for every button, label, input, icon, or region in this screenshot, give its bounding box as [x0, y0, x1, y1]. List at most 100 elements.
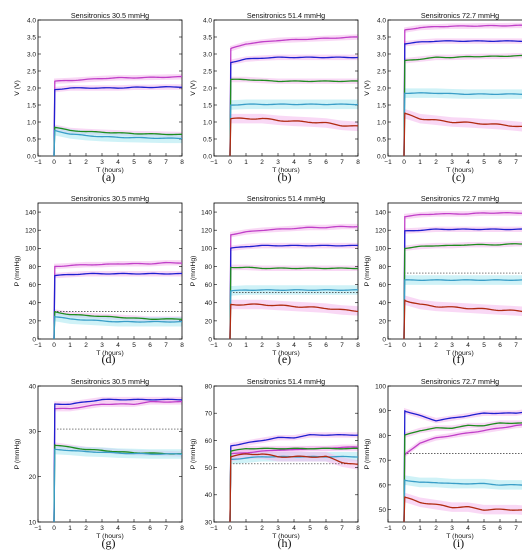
y-tick-label: 80: [205, 264, 213, 271]
x-tick-label: 3: [276, 525, 280, 532]
x-axis-label: T (hours): [446, 533, 473, 540]
x-tick-label: 0: [52, 342, 56, 349]
x-tick-label: −1: [384, 525, 392, 532]
x-axis-label: T (hours): [96, 167, 123, 174]
series-line-red: [403, 299, 522, 340]
series-line-green: [53, 310, 183, 340]
y-tick-label: 40: [29, 383, 37, 390]
x-axis-label: T (hours): [446, 167, 473, 174]
variance-band: [404, 108, 522, 132]
y-tick-label: 100: [375, 383, 386, 390]
x-axis-label: T (hours): [96, 533, 123, 540]
plot-frame: [37, 202, 183, 340]
y-tick-label: 40: [205, 300, 213, 307]
series-line-blue: [53, 398, 183, 523]
series-line-magenta: [229, 225, 359, 340]
series-line-cyan: [403, 92, 522, 157]
variance-band: [404, 492, 522, 515]
x-tick-label: 4: [116, 342, 120, 349]
x-tick-label: 1: [418, 159, 422, 166]
y-tick-label: 2.0: [377, 85, 386, 92]
y-axis-label: P (mmHg): [190, 439, 197, 470]
y-tick-label: 100: [375, 246, 386, 253]
y-tick-label: 40: [205, 492, 213, 499]
panel-title: Sensitronics 30.5 mmHg: [71, 194, 149, 203]
series-line-magenta: [403, 212, 522, 340]
y-tick-label: 80: [29, 264, 37, 271]
series-line-green: [229, 447, 359, 523]
series-line-cyan: [229, 455, 359, 523]
x-tick-label: 5: [482, 159, 486, 166]
y-tick-label: 40: [379, 300, 387, 307]
variance-band: [404, 52, 522, 64]
series-line-magenta: [229, 36, 359, 157]
x-tick-label: 5: [482, 342, 486, 349]
y-tick-label: 70: [379, 458, 387, 465]
y-tick-label: 1.5: [27, 102, 36, 109]
y-tick-label: 20: [205, 318, 213, 325]
x-tick-label: −1: [210, 159, 218, 166]
panel-e: Sensitronics 51.4 mmHg020406080100120140…: [190, 194, 360, 357]
series-line-cyan: [53, 129, 183, 157]
x-tick-label: 7: [340, 342, 344, 349]
x-tick-label: 0: [402, 159, 406, 166]
x-tick-label: 4: [116, 159, 120, 166]
panel-caption: (g): [101, 536, 116, 550]
series-line-blue: [403, 410, 522, 523]
plot-frame: [213, 202, 359, 340]
y-tick-label: 140: [25, 209, 36, 216]
panel-title: Sensitronics 72.7 mmHg: [421, 194, 499, 203]
x-tick-label: 5: [308, 159, 312, 166]
y-tick-label: 2.5: [27, 68, 36, 75]
x-tick-label: 3: [100, 342, 104, 349]
panel-caption: (i): [452, 536, 465, 550]
x-tick-label: 1: [244, 342, 248, 349]
x-tick-label: 6: [148, 525, 152, 532]
x-tick-label: 2: [260, 159, 264, 166]
x-tick-label: 3: [276, 342, 280, 349]
x-tick-label: 0: [228, 342, 232, 349]
x-tick-label: 5: [132, 525, 136, 532]
y-tick-label: 20: [379, 318, 387, 325]
x-tick-label: 0: [52, 525, 56, 532]
x-tick-label: 4: [466, 342, 470, 349]
y-tick-label: 60: [379, 282, 387, 289]
series-line-blue: [403, 228, 522, 340]
series-line-magenta: [53, 400, 183, 523]
y-tick-label: 2.0: [27, 85, 36, 92]
series-line-cyan: [53, 315, 183, 340]
y-tick-label: 90: [379, 408, 387, 415]
y-tick-label: 4.0: [377, 17, 386, 24]
y-axis-label: V (V): [190, 80, 197, 95]
series-line-cyan: [53, 448, 183, 523]
panel-caption: (c): [451, 170, 466, 184]
variance-band: [404, 241, 522, 252]
panel-b: Sensitronics 51.4 mmHg 0.0 0.5 1.0 1.5 2.0 2.5…: [190, 11, 360, 174]
y-tick-label: 120: [201, 228, 212, 235]
y-tick-label: 0: [208, 336, 212, 343]
variance-band: [404, 475, 522, 490]
x-tick-label: 6: [324, 525, 328, 532]
series-line-blue: [229, 56, 359, 157]
y-tick-label: 10: [29, 519, 37, 526]
x-tick-label: 6: [148, 159, 152, 166]
y-axis-label: V (V): [364, 80, 371, 95]
variance-band: [404, 295, 522, 316]
x-tick-label: 2: [84, 525, 88, 532]
x-axis-label: T (hours): [272, 533, 299, 540]
y-tick-label: 1.5: [377, 102, 386, 109]
y-tick-label: 1.0: [27, 119, 36, 126]
series-line-red: [229, 303, 359, 340]
x-tick-label: 0: [402, 525, 406, 532]
y-tick-label: 30: [29, 429, 37, 436]
y-tick-label: 100: [201, 246, 212, 253]
x-tick-label: 3: [100, 525, 104, 532]
x-tick-label: 2: [434, 159, 438, 166]
x-tick-label: 5: [132, 342, 136, 349]
y-tick-label: 0.5: [27, 136, 36, 143]
x-tick-label: 0: [52, 159, 56, 166]
variance-band: [230, 299, 358, 316]
y-tick-label: 3.5: [27, 34, 36, 41]
x-tick-label: 4: [292, 342, 296, 349]
x-axis-label: T (hours): [272, 350, 299, 357]
